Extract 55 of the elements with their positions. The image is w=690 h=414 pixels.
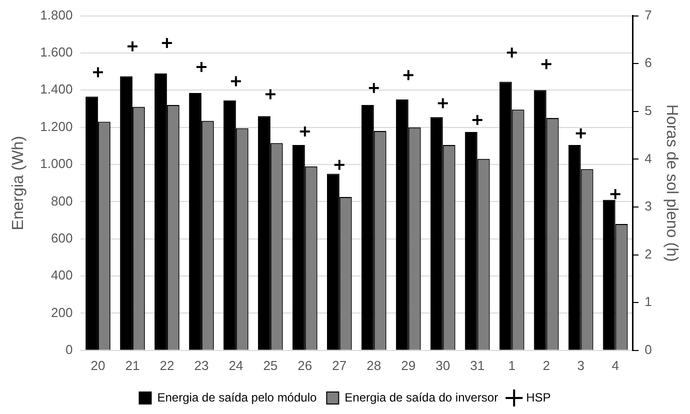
x-tick-label: 1 [508, 358, 516, 373]
x-tick-label: 22 [160, 358, 174, 373]
point [195, 60, 208, 73]
y-tick-label: 1.400 [40, 82, 73, 97]
y-tick-label: 600 [51, 230, 73, 246]
x-tick-label: 21 [125, 358, 140, 373]
y2-axis-title: Horas de sol pleno (h) [662, 104, 680, 262]
x-tick-label: 2 [542, 358, 550, 373]
x-tick-label: 29 [401, 358, 416, 373]
point [126, 40, 138, 52]
y-axis-title: Energia (Wh) [10, 136, 28, 230]
y2-tick-label: 3 [644, 198, 652, 214]
x-tick-label: 3 [577, 358, 584, 373]
y-tick-label: 1.200 [40, 118, 73, 134]
point [574, 127, 587, 140]
y-tick-label: 800 [51, 193, 73, 208]
point [298, 125, 311, 138]
y-tick-label: 400 [51, 268, 73, 283]
x-tick-label: 30 [436, 358, 450, 373]
point [402, 69, 414, 82]
x-tick-label: 27 [332, 358, 347, 373]
point [609, 188, 622, 200]
y-tick-label: 1.800 [40, 7, 73, 22]
y2-tick-label: 7 [644, 7, 652, 22]
y2-tick-label: 1 [644, 294, 652, 310]
x-tick-label: 23 [194, 358, 209, 373]
point [92, 66, 104, 78]
point [230, 75, 242, 88]
point [540, 58, 552, 70]
x-tick-label: 25 [263, 358, 278, 373]
legend-label: HSP [526, 390, 551, 404]
x-tick-label: 31 [470, 358, 485, 373]
y-tick-label: 1.600 [40, 44, 73, 60]
y-tick-label: 0 [65, 342, 73, 357]
legend-label: Energia de saída do inversor [344, 390, 498, 404]
point [368, 82, 380, 94]
x-tick-label: 28 [366, 358, 382, 373]
point [506, 46, 518, 59]
y-tick-label: 200 [51, 304, 73, 320]
y2-tick-label: 4 [644, 150, 652, 166]
point [333, 158, 346, 171]
x-tick-label: 20 [90, 358, 106, 373]
y-tick-label: 1.000 [40, 156, 73, 172]
y2-tick-label: 0 [644, 342, 652, 357]
point [436, 97, 449, 110]
point [471, 114, 484, 126]
x-tick-label: 4 [612, 358, 619, 373]
x-tick-label: 24 [228, 358, 244, 373]
x-tick-label: 26 [298, 358, 312, 373]
y2-tick-label: 5 [644, 102, 652, 118]
point [264, 88, 276, 100]
legend-label: Energia de saída pelo módulo [157, 390, 317, 404]
y2-tick-label: 2 [644, 246, 652, 262]
point [160, 37, 173, 50]
y2-tick-label: 6 [644, 55, 652, 70]
